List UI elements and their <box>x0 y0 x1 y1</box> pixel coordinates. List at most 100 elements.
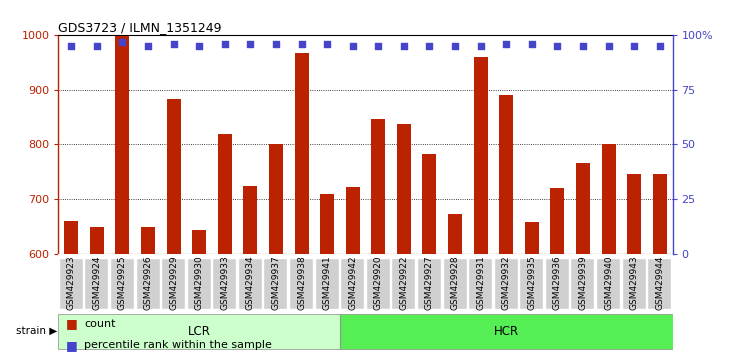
Point <box>628 44 640 49</box>
Text: GSM429923: GSM429923 <box>67 255 76 310</box>
Text: GDS3723 / ILMN_1351249: GDS3723 / ILMN_1351249 <box>58 21 222 34</box>
FancyBboxPatch shape <box>367 259 390 309</box>
FancyBboxPatch shape <box>58 314 340 349</box>
FancyBboxPatch shape <box>111 259 134 309</box>
Text: GSM429932: GSM429932 <box>501 255 511 310</box>
FancyBboxPatch shape <box>572 259 594 309</box>
Point <box>449 44 461 49</box>
Point <box>423 44 435 49</box>
Point <box>526 41 538 47</box>
Point <box>244 41 256 47</box>
Text: GSM429931: GSM429931 <box>476 255 485 310</box>
Point <box>116 39 129 45</box>
Point <box>91 44 102 49</box>
Bar <box>115 36 129 253</box>
Text: ■: ■ <box>66 339 77 352</box>
FancyBboxPatch shape <box>546 259 569 309</box>
FancyBboxPatch shape <box>239 259 262 309</box>
Point <box>577 44 589 49</box>
Bar <box>397 124 411 253</box>
Text: ■: ■ <box>66 318 77 330</box>
Bar <box>64 221 78 253</box>
Text: GSM429936: GSM429936 <box>553 255 562 310</box>
Point <box>500 41 512 47</box>
FancyBboxPatch shape <box>341 259 364 309</box>
Bar <box>448 214 462 253</box>
Text: GSM429934: GSM429934 <box>246 255 255 310</box>
Point <box>474 44 486 49</box>
Bar <box>550 188 564 253</box>
Point <box>270 41 282 47</box>
Bar <box>346 187 360 253</box>
Text: GSM429928: GSM429928 <box>450 255 460 310</box>
Point <box>654 44 665 49</box>
Text: GSM429938: GSM429938 <box>297 255 306 310</box>
Point <box>219 41 231 47</box>
Text: GSM429927: GSM429927 <box>425 255 434 310</box>
FancyBboxPatch shape <box>648 259 671 309</box>
Text: percentile rank within the sample: percentile rank within the sample <box>84 340 272 350</box>
FancyBboxPatch shape <box>265 259 287 309</box>
Point <box>373 44 385 49</box>
Text: GSM429926: GSM429926 <box>143 255 153 310</box>
Text: GSM429937: GSM429937 <box>271 255 281 310</box>
Bar <box>167 99 181 253</box>
Bar <box>602 144 616 253</box>
Text: HCR: HCR <box>493 325 519 338</box>
FancyBboxPatch shape <box>86 259 108 309</box>
FancyBboxPatch shape <box>213 259 236 309</box>
Bar <box>474 57 488 253</box>
Bar <box>499 95 513 253</box>
Text: GSM429941: GSM429941 <box>322 255 332 310</box>
Point <box>398 44 409 49</box>
Bar <box>141 227 155 253</box>
Bar <box>653 175 667 253</box>
Bar <box>320 194 334 253</box>
FancyBboxPatch shape <box>597 259 620 309</box>
FancyBboxPatch shape <box>290 259 313 309</box>
Text: GSM429925: GSM429925 <box>118 255 127 310</box>
Text: GSM429920: GSM429920 <box>374 255 383 310</box>
Point <box>193 44 205 49</box>
Text: GSM429930: GSM429930 <box>194 255 204 310</box>
Point <box>551 44 563 49</box>
Point <box>602 44 614 49</box>
Text: GSM429939: GSM429939 <box>578 255 588 310</box>
FancyBboxPatch shape <box>393 259 415 309</box>
Text: GSM429944: GSM429944 <box>655 255 664 310</box>
Bar <box>269 144 283 253</box>
Text: count: count <box>84 319 115 329</box>
FancyBboxPatch shape <box>137 259 159 309</box>
Bar <box>90 227 104 253</box>
FancyBboxPatch shape <box>623 259 645 309</box>
FancyBboxPatch shape <box>495 259 518 309</box>
Bar <box>525 222 539 253</box>
Bar <box>627 175 641 253</box>
Text: GSM429940: GSM429940 <box>604 255 613 310</box>
Point <box>66 44 77 49</box>
Bar <box>192 230 206 253</box>
Text: GSM429943: GSM429943 <box>629 255 639 310</box>
Point <box>321 41 333 47</box>
Text: GSM429922: GSM429922 <box>399 255 409 310</box>
Text: GSM429924: GSM429924 <box>92 255 102 310</box>
FancyBboxPatch shape <box>188 259 211 309</box>
Text: GSM429942: GSM429942 <box>348 255 357 310</box>
FancyBboxPatch shape <box>60 259 83 309</box>
Bar <box>218 133 232 253</box>
Bar <box>371 119 385 253</box>
Bar <box>423 154 436 253</box>
FancyBboxPatch shape <box>162 259 185 309</box>
Bar <box>576 163 590 253</box>
FancyBboxPatch shape <box>340 314 673 349</box>
Text: LCR: LCR <box>188 325 211 338</box>
FancyBboxPatch shape <box>316 259 338 309</box>
Point <box>346 44 358 49</box>
Text: strain ▶: strain ▶ <box>16 326 57 336</box>
Bar <box>295 53 308 253</box>
Text: GSM429929: GSM429929 <box>169 255 178 310</box>
FancyBboxPatch shape <box>469 259 492 309</box>
FancyBboxPatch shape <box>418 259 441 309</box>
FancyBboxPatch shape <box>520 259 543 309</box>
Text: GSM429935: GSM429935 <box>527 255 537 310</box>
